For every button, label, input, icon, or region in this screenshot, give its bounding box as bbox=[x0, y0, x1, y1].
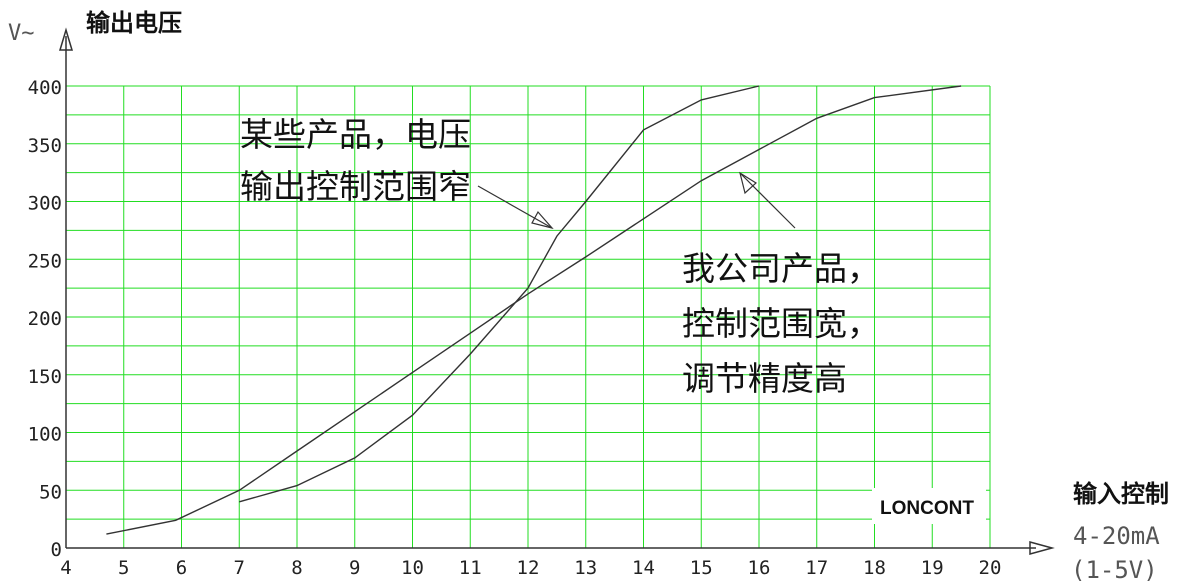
y-tick-label: 50 bbox=[39, 481, 62, 503]
y-tick-label: 400 bbox=[28, 77, 62, 99]
x-tick-label: 12 bbox=[517, 557, 540, 579]
x-tick-label: 11 bbox=[459, 557, 482, 579]
annotation-narrow-arrowhead bbox=[531, 210, 554, 230]
series-group bbox=[106, 85, 962, 535]
watermark: LONCONT bbox=[880, 498, 974, 519]
x-tick-label: 15 bbox=[690, 557, 713, 579]
annotation-narrow-line-1: 某些产品，电压 bbox=[240, 115, 471, 154]
x-tick-label: 20 bbox=[979, 557, 1002, 579]
y-tick-label: 350 bbox=[28, 135, 62, 157]
x-tick-label: 4 bbox=[60, 557, 71, 579]
annotation-wide-leader bbox=[739, 172, 796, 229]
x-axis-arrow bbox=[1029, 541, 1055, 555]
x-tick-label: 19 bbox=[921, 557, 944, 579]
x-tick-label: 18 bbox=[863, 557, 886, 579]
y-tick-label: 300 bbox=[28, 193, 62, 215]
annotation-narrow-line-2: 输出控制范围窄 bbox=[240, 167, 471, 206]
annotation-wide-line-1: 我公司产品， bbox=[682, 249, 880, 288]
x-tick-labels: 4 5 6 7 8 9 10 11 12 13 14 15 16 17 18 19 20 bbox=[60, 557, 1001, 579]
x-tick-label: 14 bbox=[632, 557, 655, 579]
x-tick-label: 13 bbox=[574, 557, 597, 579]
x-tick-label: 8 bbox=[291, 557, 302, 579]
x-tick-label: 16 bbox=[748, 557, 771, 579]
x-tick-label: 6 bbox=[176, 557, 187, 579]
x-axis-title: 输入控制 bbox=[1073, 480, 1169, 508]
y-axis-title: 输出电压 bbox=[86, 9, 182, 37]
x-tick-label: 17 bbox=[805, 557, 828, 579]
x-tick-label: 9 bbox=[349, 557, 360, 579]
y-tick-label: 150 bbox=[28, 366, 62, 388]
series-line-2 bbox=[239, 85, 760, 503]
annotation-narrow-leader bbox=[477, 185, 553, 229]
series-line-1 bbox=[106, 85, 962, 535]
annotation-wide-arrowhead bbox=[739, 171, 757, 195]
y-tick-label: 0 bbox=[51, 539, 62, 561]
y-tick-label: 100 bbox=[28, 424, 62, 446]
x-axis-unit: 4-20mA bbox=[1073, 522, 1160, 550]
y-unit-label: V~ bbox=[8, 21, 35, 46]
y-tick-label: 200 bbox=[28, 308, 62, 330]
watermark-box bbox=[872, 488, 986, 524]
axes bbox=[58, 27, 1055, 555]
y-tick-label: 250 bbox=[28, 250, 62, 272]
x-tick-label: 7 bbox=[234, 557, 245, 579]
x-axis-unit-alt: (1-5V) bbox=[1071, 556, 1158, 584]
x-tick-label: 10 bbox=[401, 557, 424, 579]
annotation-wide-line-2: 控制范围宽， bbox=[682, 304, 880, 343]
x-tick-label: 5 bbox=[118, 557, 129, 579]
y-axis-arrow bbox=[58, 27, 74, 51]
annotation-wide-line-3: 调节精度高 bbox=[682, 359, 847, 398]
y-tick-labels: 0 50 100 150 200 250 300 350 400 bbox=[28, 77, 62, 561]
